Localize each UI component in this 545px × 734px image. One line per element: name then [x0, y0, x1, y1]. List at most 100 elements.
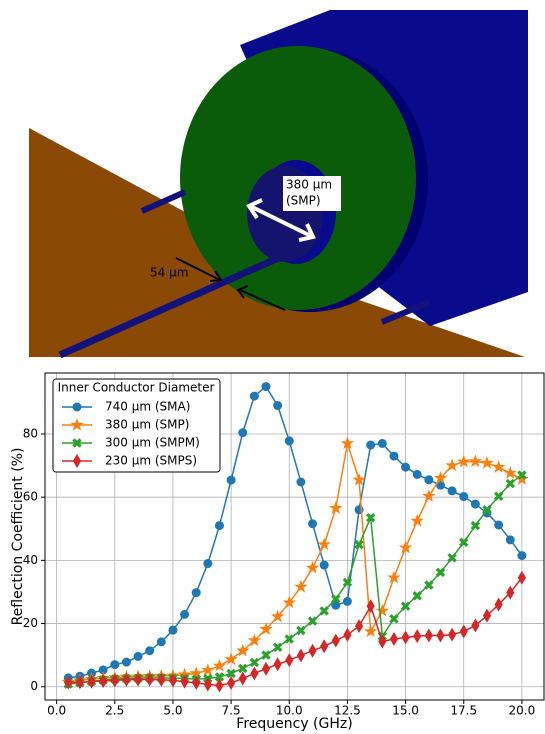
marker — [239, 429, 247, 437]
y-axis-label: Reflection Coefficient (%) — [10, 448, 26, 626]
marker — [146, 647, 154, 655]
marker — [390, 633, 397, 645]
marker — [203, 665, 213, 675]
marker — [506, 536, 514, 544]
marker — [285, 437, 293, 445]
marker — [320, 561, 328, 569]
marker — [228, 677, 235, 689]
marker — [319, 539, 329, 549]
marker — [274, 643, 282, 651]
marker — [251, 667, 258, 679]
y-tick-label: 0 — [30, 679, 38, 693]
marker — [111, 661, 119, 669]
marker — [390, 615, 398, 623]
legend: Inner Conductor Diameter740 μm (SMA)380 … — [53, 379, 220, 472]
marker — [495, 492, 503, 500]
marker — [436, 568, 444, 576]
marker — [73, 403, 81, 411]
marker — [262, 383, 270, 391]
marker — [250, 392, 258, 400]
marker — [390, 452, 398, 460]
marker — [495, 599, 502, 611]
annotation: 380 μm — [286, 178, 332, 192]
marker — [321, 640, 328, 652]
chart: 0.02.55.07.510.012.515.017.520.002040608… — [10, 373, 544, 732]
illustration: 380 μm (SMP) 54 μm — [29, 10, 528, 357]
x-axis-label: Frequency (GHz) — [236, 716, 352, 732]
marker — [274, 658, 281, 670]
marker — [413, 592, 421, 600]
marker — [192, 589, 200, 597]
x-tick-label: 0.0 — [47, 704, 66, 718]
series — [63, 438, 527, 686]
marker — [472, 619, 479, 631]
marker — [425, 476, 433, 484]
marker — [297, 626, 305, 634]
marker — [157, 638, 165, 646]
marker — [262, 651, 270, 659]
marker — [297, 649, 304, 661]
marker — [413, 470, 421, 478]
marker — [495, 521, 503, 529]
marker — [343, 597, 351, 605]
marker — [505, 468, 515, 478]
x-tick-label: 17.5 — [450, 704, 477, 718]
marker — [425, 630, 432, 642]
y-tick-label: 80 — [23, 426, 38, 440]
marker — [402, 463, 410, 471]
marker — [437, 630, 444, 642]
legend-label: 300 μm (SMPM) — [105, 436, 200, 450]
marker — [181, 610, 189, 618]
annotation: (SMP) — [286, 194, 321, 208]
series-line — [68, 443, 522, 682]
marker — [506, 480, 514, 488]
legend-label: 230 μm (SMPS) — [105, 454, 197, 468]
marker — [355, 541, 363, 549]
marker — [134, 652, 142, 660]
marker — [424, 491, 434, 501]
marker — [448, 487, 456, 495]
marker — [449, 629, 456, 641]
series — [64, 471, 526, 688]
marker — [286, 654, 293, 666]
marker — [309, 645, 316, 657]
x-tick-label: 20.0 — [509, 704, 536, 718]
marker — [239, 664, 247, 672]
x-tick-label: 2.5 — [105, 704, 124, 718]
series — [65, 572, 526, 692]
marker — [274, 402, 282, 410]
x-tick-label: 5.0 — [163, 704, 182, 718]
marker — [471, 500, 479, 508]
marker — [389, 572, 399, 582]
marker — [227, 476, 235, 484]
figure: 380 μm (SMP) 54 μm 0.02.55.07.510.012.51… — [0, 0, 545, 734]
marker — [296, 581, 306, 591]
marker — [460, 625, 467, 637]
marker — [215, 522, 223, 530]
marker — [332, 635, 339, 647]
marker — [367, 441, 375, 449]
marker — [307, 562, 317, 572]
annotation: 54 μm — [150, 266, 188, 280]
marker — [122, 658, 130, 666]
marker — [214, 660, 224, 670]
marker — [470, 456, 480, 466]
marker — [425, 581, 433, 589]
marker — [378, 439, 386, 447]
marker — [460, 493, 468, 501]
marker — [482, 458, 492, 468]
marker — [204, 560, 212, 568]
marker — [320, 607, 328, 615]
marker — [297, 478, 305, 486]
marker — [414, 630, 421, 642]
marker — [484, 610, 491, 622]
marker — [344, 629, 351, 641]
marker — [365, 626, 375, 636]
legend-title: Inner Conductor Diameter — [58, 381, 215, 395]
marker — [518, 552, 526, 560]
legend-label: 380 μm (SMP) — [105, 418, 189, 432]
marker — [471, 522, 479, 530]
marker — [239, 673, 246, 685]
marker — [263, 663, 270, 675]
marker — [309, 520, 317, 528]
